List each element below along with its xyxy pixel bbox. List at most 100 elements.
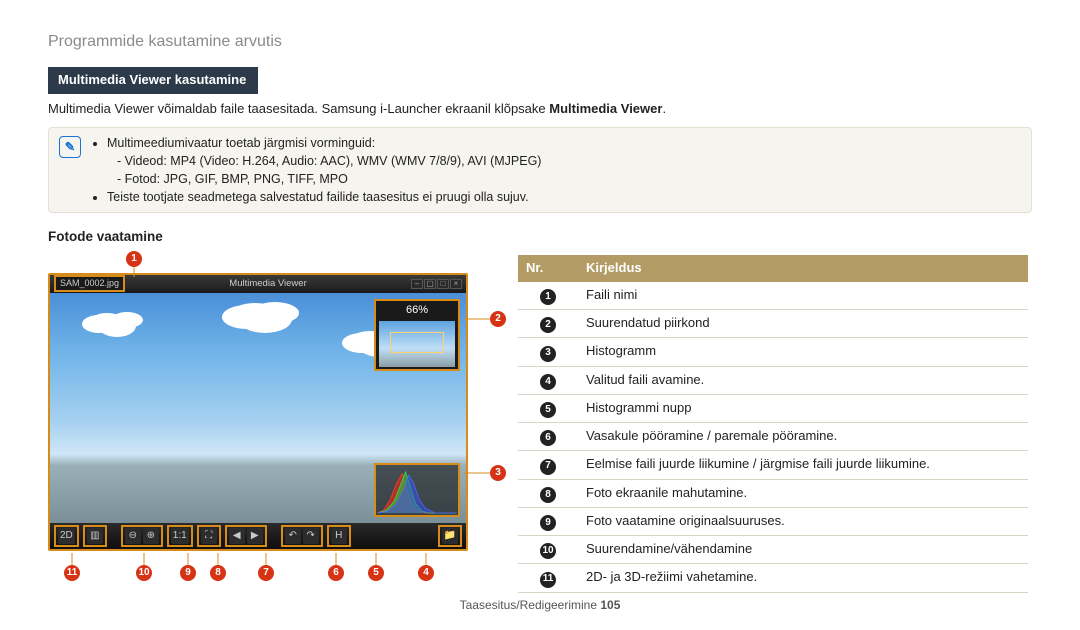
- table-row: 5 Histogrammi nupp: [518, 394, 1028, 422]
- note-b2: Teiste tootjate seadmetega salvestatud f…: [107, 188, 541, 206]
- table-row: 2 Suurendatud piirkond: [518, 310, 1028, 338]
- tb-nav-group: ◀ ▶: [225, 525, 267, 547]
- callout-11: 11: [64, 565, 80, 581]
- num-badge: 1: [540, 289, 556, 305]
- row-desc: Foto vaatamine originaalsuuruses.: [578, 507, 1028, 535]
- tb-fit11: 1:1: [167, 525, 193, 547]
- tb-fitscreen: ⛶: [197, 525, 221, 547]
- table-row: 9 Foto vaatamine originaalsuuruses.: [518, 507, 1028, 535]
- num-badge: 8: [540, 487, 556, 503]
- maximize-icon[interactable]: □: [437, 279, 449, 289]
- callout-2: 2: [490, 311, 506, 327]
- num-badge: 7: [540, 459, 556, 475]
- tb-rotate-group: ↶ ↷: [281, 525, 323, 547]
- file-name-label: SAM_0002.jpg: [54, 275, 125, 292]
- callout-1: 1: [126, 251, 142, 267]
- callout-8: 8: [210, 565, 226, 581]
- row-number: 11: [518, 564, 578, 592]
- open-file-button[interactable]: 📁: [442, 528, 458, 544]
- row-number: 1: [518, 282, 578, 310]
- titlebar: SAM_0002.jpg Multimedia Viewer – ▢ □ ×: [50, 275, 466, 293]
- num-badge: 10: [540, 543, 556, 559]
- row-number: 5: [518, 394, 578, 422]
- row-desc: Vasakule pööramine / paremale pööramine.: [578, 423, 1028, 451]
- callout-9: 9: [180, 565, 196, 581]
- rotate-right-button[interactable]: ↷: [303, 528, 319, 544]
- num-badge: 4: [540, 374, 556, 390]
- table-row: 8Foto ekraanile mahutamine.: [518, 479, 1028, 507]
- intro-prefix: Multimedia Viewer võimaldab faile taases…: [48, 101, 549, 116]
- table-row: 1 Faili nimi: [518, 282, 1028, 310]
- row-number: 6: [518, 423, 578, 451]
- tb-open-group: 📁: [438, 525, 462, 547]
- intro-suffix: .: [662, 101, 666, 116]
- note-b1: Multimeediumivaatur toetab järgmisi vorm…: [107, 136, 375, 150]
- fit-screen-button[interactable]: ⛶: [201, 528, 217, 544]
- row-desc: Faili nimi: [578, 282, 1028, 310]
- section-bar: Multimedia Viewer kasutamine: [48, 67, 258, 94]
- th-desc: Kirjeldus: [578, 255, 1028, 282]
- note-photo: Fotod: JPG, GIF, BMP, PNG, TIFF, MPO: [117, 170, 541, 188]
- row-desc: Valitud faili avamine.: [578, 366, 1028, 394]
- histo-toggle-button[interactable]: ▥: [87, 528, 103, 544]
- app-name: Multimedia Viewer: [229, 277, 306, 291]
- row-desc: Histogrammi nupp: [578, 394, 1028, 422]
- row-desc: Suurendamine/vähendamine: [578, 536, 1028, 564]
- table-row: 3Histogramm: [518, 338, 1028, 366]
- minimize-icon[interactable]: –: [411, 279, 423, 289]
- zoom-in-button[interactable]: ⊕: [143, 528, 159, 544]
- zoom-overlay: 66%: [374, 299, 460, 371]
- intro-text: Multimedia Viewer võimaldab faile taases…: [48, 100, 1032, 119]
- subheading: Fotode vaatamine: [48, 227, 1032, 247]
- note-box: ✎ Multimeediumivaatur toetab järgmisi vo…: [48, 127, 1032, 214]
- cloud-decoration: [90, 313, 124, 331]
- tb-zoom-group: ⊖ ⊕: [121, 525, 163, 547]
- num-badge: 2: [540, 317, 556, 333]
- footer: Taasesitus/Redigeerimine 105: [0, 597, 1080, 614]
- num-badge: 11: [540, 572, 556, 588]
- callout-6: 6: [328, 565, 344, 581]
- note-content: Multimeediumivaatur toetab järgmisi vorm…: [91, 134, 541, 207]
- close-icon[interactable]: ×: [450, 279, 462, 289]
- zoom-out-button[interactable]: ⊖: [125, 528, 141, 544]
- fit-1-1-button[interactable]: 1:1: [171, 528, 189, 544]
- note-icon: ✎: [59, 136, 81, 158]
- num-badge: 9: [540, 515, 556, 531]
- num-badge: 6: [540, 430, 556, 446]
- page-title: Programmide kasutamine arvutis: [48, 30, 1032, 53]
- table-row: 4 Valitud faili avamine.: [518, 366, 1028, 394]
- zoom-thumbnail: [379, 321, 455, 367]
- row-number: 10: [518, 536, 578, 564]
- toolbar: 2D ▥ ⊖ ⊕ 1:1 ⛶ ◀ ▶: [50, 523, 466, 549]
- row-number: 9: [518, 507, 578, 535]
- callout-10: 10: [136, 565, 152, 581]
- tb-hist-button: H: [327, 525, 351, 547]
- row-number: 3: [518, 338, 578, 366]
- legend-table-wrap: Nr. Kirjeldus 1 Faili nimi 2 Suurendatud pi…: [518, 255, 1028, 593]
- intro-bold: Multimedia Viewer: [549, 101, 662, 116]
- row-desc: 2D- ja 3D-režiimi vahetamine.: [578, 564, 1028, 592]
- legend-table: Nr. Kirjeldus 1 Faili nimi 2 Suurendatud pi…: [518, 255, 1028, 593]
- row-number: 8: [518, 479, 578, 507]
- th-nr: Nr.: [518, 255, 578, 282]
- footer-prefix: Taasesitus/Redigeerimine: [460, 598, 601, 612]
- layout-icon[interactable]: ▢: [424, 279, 436, 289]
- tb-histo-toggle: ▥: [83, 525, 107, 547]
- mode-2d-button[interactable]: 2D: [58, 528, 75, 544]
- callout-5: 5: [368, 565, 384, 581]
- photo-area: 66%: [50, 293, 466, 523]
- table-row: 11 2D- ja 3D-režiimi vahetamine.: [518, 564, 1028, 592]
- num-badge: 5: [540, 402, 556, 418]
- rotate-left-button[interactable]: ↶: [285, 528, 301, 544]
- tb-mode-group: 2D: [54, 525, 79, 547]
- table-row: 10 Suurendamine/vähendamine: [518, 536, 1028, 564]
- prev-button[interactable]: ◀: [229, 528, 245, 544]
- footer-page: 105: [600, 598, 620, 612]
- row-desc: Suurendatud piirkond: [578, 310, 1028, 338]
- hist-button[interactable]: H: [331, 528, 347, 544]
- row-desc: Eelmise faili juurde liikumine / järgmis…: [578, 451, 1028, 479]
- zoom-pct: 66%: [376, 301, 458, 321]
- table-row: 7 Eelmise faili juurde liikumine / järgmi…: [518, 451, 1028, 479]
- next-button[interactable]: ▶: [247, 528, 263, 544]
- callout-3: 3: [490, 465, 506, 481]
